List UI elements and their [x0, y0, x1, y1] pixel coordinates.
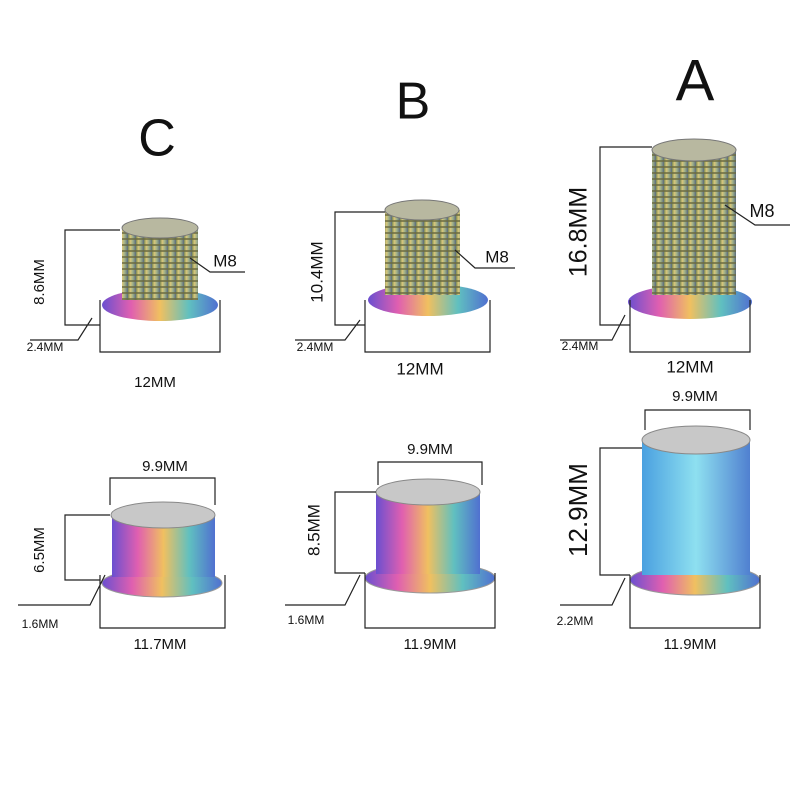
dimension-lines [560, 409, 761, 629]
bolt-top [121, 217, 199, 239]
bolt-height: 8.6MM [31, 259, 48, 305]
model-letter: B [396, 73, 431, 131]
bolt-thread [122, 228, 198, 300]
nut-height: 8.5MM [304, 504, 323, 556]
bolt-width: 12MM [396, 359, 443, 378]
dimension-lines [285, 461, 496, 629]
bolt-top [384, 199, 460, 221]
nut-flange-thickness: 1.6MM [22, 617, 59, 631]
nut-height: 12.9MM [563, 463, 593, 557]
bolt-thread [652, 150, 736, 295]
dimension-lines [18, 477, 226, 629]
nut-width: 11.7MM [133, 636, 186, 653]
model-letter: A [676, 48, 715, 113]
flange-thickness: 2.4MM [27, 340, 64, 354]
bolt-width: 12MM [666, 357, 713, 376]
nut-body [642, 440, 750, 575]
nut-top-width: 9.9MM [142, 458, 188, 475]
bolt-width: 12MM [134, 374, 176, 391]
dimension-lines [30, 229, 245, 353]
model-letter: C [138, 110, 176, 168]
thread-size: M8 [213, 251, 237, 270]
nut-body [376, 492, 480, 574]
flange-thickness: 2.4MM [297, 340, 334, 354]
dimension-lines [560, 146, 790, 353]
nut-height: 6.5MM [31, 527, 48, 573]
thread-size: M8 [485, 247, 509, 266]
bolt-top [651, 138, 737, 162]
nut-width: 11.9MM [403, 636, 456, 653]
bolt-thread [385, 210, 460, 295]
column-a: A 16.8MM M8 2.4MM 12MM 9.9MM 12.9MM 2.2M… [557, 48, 790, 653]
nut-top [110, 501, 216, 529]
nut-top [375, 478, 481, 506]
flange-thickness: 2.4MM [562, 339, 599, 353]
column-b: B 10.4MM M8 2.4MM 12MM 9.9MM 8.5MM 1.6MM… [285, 73, 515, 653]
nut-top [641, 425, 751, 455]
bolt-height: 16.8MM [565, 187, 593, 277]
nut-top-width: 9.9MM [407, 441, 453, 458]
nut-flange-thickness: 2.2MM [557, 614, 594, 628]
thread-size: M8 [749, 201, 774, 221]
nut-flange-thickness: 1.6MM [288, 613, 325, 627]
column-c: C 8.6MM M8 2.4MM 12MM 9.9MM 6.5MM 1.6MM … [18, 110, 245, 653]
nut-width: 11.9MM [663, 636, 716, 653]
bolt-height: 10.4MM [307, 241, 326, 302]
nut-top-width: 9.9MM [672, 388, 718, 405]
dimension-lines [295, 211, 515, 353]
